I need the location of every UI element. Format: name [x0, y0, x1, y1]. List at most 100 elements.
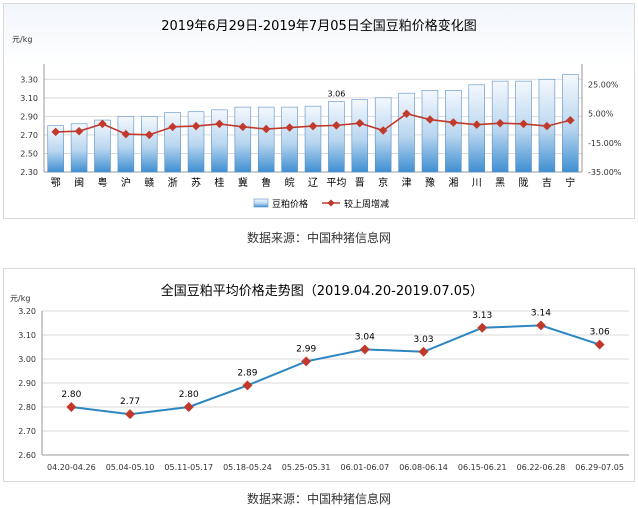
x-tick-label: 冀	[238, 176, 248, 189]
trend-line	[71, 324, 600, 416]
bar-豫	[421, 90, 439, 173]
data-label: 3.06	[327, 90, 345, 99]
trend-marker	[66, 402, 77, 412]
y-axis-unit: 元/kg	[12, 35, 32, 44]
change-marker	[168, 122, 177, 132]
x-tick-label: 苏	[191, 176, 201, 189]
change-marker	[145, 130, 154, 140]
x-tick-label: 平均	[326, 177, 346, 189]
chart-panel-provincial-prices: 2019年6月29日-2019年7月05日全国豆粕价格变化图元/kg 2.30 2.…	[3, 3, 635, 219]
x-tick-label: 赣	[144, 176, 154, 189]
y-tick-label: 3.20	[18, 307, 36, 316]
bar-闽	[70, 123, 88, 173]
x-tick-label: 粤	[97, 176, 107, 189]
trend-marker	[536, 320, 546, 331]
change-marker	[355, 118, 365, 128]
y2-tick-label: -35.00%	[588, 168, 622, 177]
x-tick-label: 闽	[74, 176, 84, 189]
trend-marker	[418, 346, 429, 357]
change-marker	[74, 126, 84, 136]
x-tick-label: 06.08-06.14	[399, 463, 448, 472]
bar-桂	[211, 109, 228, 173]
y2-tick-label: -15.00%	[588, 139, 622, 148]
average-trend-chart: 全国豆粕平均价格走势图（2019.04.20-2019.07.05） 元/kg 2.…	[10, 283, 629, 472]
data-label: 3.13	[472, 311, 492, 321]
change-marker	[449, 118, 458, 127]
y-tick-label: 2.70	[18, 427, 36, 436]
x-tick-label: 豫	[425, 176, 435, 189]
data-label: 3.14	[531, 308, 551, 318]
data-label: 2.80	[61, 390, 81, 400]
y-tick-label: 2.90	[18, 379, 36, 388]
data-label: 2.89	[237, 368, 257, 378]
change-marker	[261, 124, 271, 134]
x-tick-label: 吉	[542, 177, 552, 189]
x-tick-label: 鲁	[261, 176, 271, 189]
x-tick-label: 04.20-04.26	[47, 463, 96, 472]
x-tick-label: 桂	[214, 176, 224, 189]
trend-marker	[125, 409, 135, 420]
x-tick-label: 06.15-06.21	[458, 463, 507, 472]
bar-苏	[187, 111, 205, 173]
trend-marker	[359, 344, 370, 355]
y-axis-unit: 元/kg	[10, 294, 30, 303]
y-tick-label: 3.00	[18, 355, 36, 364]
y-tick-label: 2.50	[20, 149, 38, 158]
bar-赣	[141, 116, 158, 173]
change-marker	[472, 120, 481, 129]
x-tick-label: 湘	[448, 176, 458, 189]
change-marker	[308, 121, 318, 131]
y-tick-label: 3.30	[20, 75, 38, 84]
bar-鲁	[257, 106, 275, 173]
x-tick-label: 京	[378, 176, 388, 189]
data-label: 3.06	[590, 328, 610, 338]
bar-辽	[304, 105, 322, 173]
y-tick-label: 2.30	[20, 168, 38, 177]
x-tick-label: 辽	[308, 177, 318, 189]
change-marker	[121, 129, 131, 139]
x-tick-label: 05.11-05.17	[164, 463, 213, 472]
y-tick-label: 2.60	[18, 451, 36, 460]
x-tick-label: 06.29-07.05	[575, 463, 624, 472]
change-marker	[378, 126, 388, 135]
data-label: 2.99	[296, 344, 316, 354]
x-tick-label: 06.01-06.07	[340, 463, 389, 472]
trend-marker	[594, 339, 605, 350]
bar-冀	[234, 106, 252, 173]
chart-title: 全国豆粕平均价格走势图（2019.04.20-2019.07.05）	[161, 283, 484, 299]
data-label: 2.80	[179, 390, 199, 400]
chart-title: 2019年6月29日-2019年7月05日全国豆粕价格变化图	[161, 18, 477, 34]
trend-marker	[242, 380, 253, 391]
x-tick-label: 05.04-05.10	[106, 463, 155, 472]
y2-tick-label: 5.00%	[588, 110, 614, 119]
bar-晋	[351, 99, 369, 173]
x-tick-label: 川	[472, 178, 482, 189]
legend-label-change: 较上周增减	[344, 198, 389, 210]
x-tick-label: 宁	[565, 176, 575, 189]
bar-沪	[117, 116, 135, 173]
y-tick-label: 3.10	[20, 94, 38, 103]
x-tick-label: 05.18-05.24	[223, 463, 272, 472]
y2-tick-label: 25.00%	[588, 81, 619, 90]
change-marker	[191, 121, 201, 131]
bar-津	[398, 92, 415, 173]
x-tick-label: 陇	[519, 176, 529, 189]
change-marker	[332, 121, 341, 130]
source-note-1: 数据来源：中国种猪信息网	[246, 231, 391, 245]
chart-panel-average-trend: 全国豆粕平均价格走势图（2019.04.20-2019.07.05） 元/kg 2.…	[3, 268, 635, 482]
x-tick-label: 晋	[355, 177, 365, 189]
change-marker	[215, 119, 224, 129]
bar-京	[374, 97, 392, 173]
change-marker	[98, 119, 107, 129]
x-tick-label: 06.22-06.28	[517, 463, 566, 472]
change-marker	[285, 123, 294, 132]
data-label: 2.77	[120, 397, 140, 407]
x-tick-label: 鄂	[51, 177, 61, 189]
bar-鄂	[47, 125, 64, 173]
y-tick-label: 3.10	[18, 331, 36, 340]
trend-marker	[183, 402, 194, 412]
x-tick-label: 05.25-05.31	[282, 463, 331, 472]
bar-湘	[445, 90, 462, 173]
x-tick-label: 黑	[495, 177, 505, 189]
